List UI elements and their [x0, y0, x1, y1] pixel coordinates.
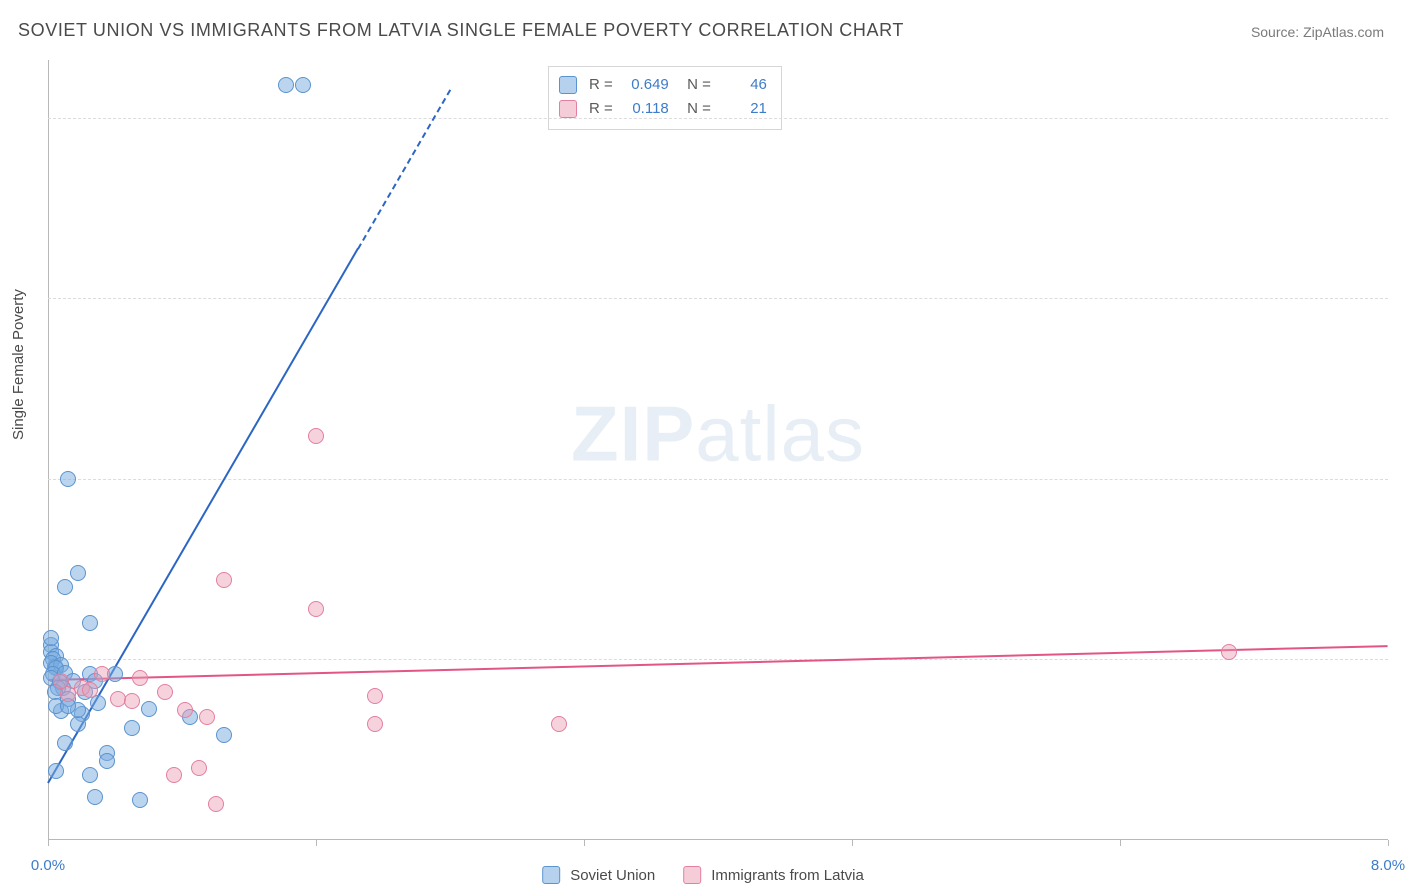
swatch-blue-icon — [559, 76, 577, 94]
stats-row-soviet: R = 0.649 N = 46 — [559, 73, 767, 97]
scatter-point — [216, 572, 232, 588]
grid-line — [48, 118, 1388, 119]
y-tick-label: 50.0% — [1402, 470, 1406, 487]
scatter-point — [308, 601, 324, 617]
stats-label-r: R = — [589, 73, 613, 97]
y-tick-label: 25.0% — [1402, 651, 1406, 668]
scatter-point — [1221, 644, 1237, 660]
scatter-point — [124, 720, 140, 736]
scatter-point — [141, 701, 157, 717]
watermark: ZIPatlas — [571, 389, 865, 480]
scatter-point — [216, 727, 232, 743]
stats-legend-box: R = 0.649 N = 46 R = 0.118 N = 21 — [548, 66, 782, 130]
scatter-point — [99, 753, 115, 769]
scatter-point — [48, 763, 64, 779]
scatter-point — [82, 682, 98, 698]
scatter-point — [367, 688, 383, 704]
scatter-point — [82, 615, 98, 631]
scatter-point — [199, 709, 215, 725]
scatter-point — [94, 666, 110, 682]
scatter-point — [57, 579, 73, 595]
y-tick-label: 100.0% — [1402, 109, 1406, 126]
scatter-point — [132, 670, 148, 686]
x-axis-line — [48, 839, 1388, 840]
y-axis-label: Single Female Poverty — [10, 289, 27, 440]
swatch-pink-icon — [559, 100, 577, 118]
grid-line — [48, 659, 1388, 660]
grid-line — [48, 479, 1388, 480]
watermark-light: atlas — [695, 390, 865, 478]
x-tick-label: 0.0% — [31, 857, 65, 874]
scatter-point — [87, 789, 103, 805]
scatter-point — [70, 716, 86, 732]
swatch-pink-icon — [683, 866, 701, 884]
stats-soviet-r: 0.649 — [623, 73, 669, 97]
swatch-blue-icon — [542, 866, 560, 884]
stats-soviet-n: 46 — [721, 73, 767, 97]
scatter-point — [278, 77, 294, 93]
scatter-point — [43, 630, 59, 646]
chart-root: SOVIET UNION VS IMMIGRANTS FROM LATVIA S… — [0, 0, 1406, 892]
scatter-point — [82, 767, 98, 783]
scatter-point — [208, 796, 224, 812]
chart-title: SOVIET UNION VS IMMIGRANTS FROM LATVIA S… — [18, 20, 904, 41]
x-tick-label: 8.0% — [1371, 857, 1405, 874]
plot-area: ZIPatlas R = 0.649 N = 46 R = 0.118 N = … — [48, 60, 1388, 840]
scatter-point — [53, 673, 69, 689]
scatter-point — [157, 684, 173, 700]
x-tick — [584, 840, 585, 846]
x-tick — [852, 840, 853, 846]
scatter-point — [177, 702, 193, 718]
trend-line-dashed — [357, 89, 451, 249]
scatter-point — [57, 735, 73, 751]
scatter-point — [124, 693, 140, 709]
x-tick — [316, 840, 317, 846]
legend-label-soviet: Soviet Union — [570, 867, 655, 884]
grid-line — [48, 298, 1388, 299]
scatter-point — [70, 565, 86, 581]
trend-line — [48, 645, 1388, 681]
y-axis-line — [48, 60, 49, 840]
scatter-point — [308, 428, 324, 444]
legend-item-latvia: Immigrants from Latvia — [683, 866, 864, 884]
scatter-point — [166, 767, 182, 783]
y-tick-label: 75.0% — [1402, 290, 1406, 307]
scatter-point — [551, 716, 567, 732]
x-tick — [1388, 840, 1389, 846]
scatter-point — [191, 760, 207, 776]
source-attribution: Source: ZipAtlas.com — [1251, 24, 1384, 40]
legend-bottom: Soviet Union Immigrants from Latvia — [542, 866, 864, 884]
scatter-point — [60, 471, 76, 487]
watermark-bold: ZIP — [571, 390, 695, 478]
stats-label-n: N = — [679, 73, 711, 97]
legend-item-soviet: Soviet Union — [542, 866, 655, 884]
x-tick — [48, 840, 49, 846]
scatter-point — [295, 77, 311, 93]
scatter-point — [132, 792, 148, 808]
x-tick — [1120, 840, 1121, 846]
scatter-point — [367, 716, 383, 732]
legend-label-latvia: Immigrants from Latvia — [711, 867, 864, 884]
